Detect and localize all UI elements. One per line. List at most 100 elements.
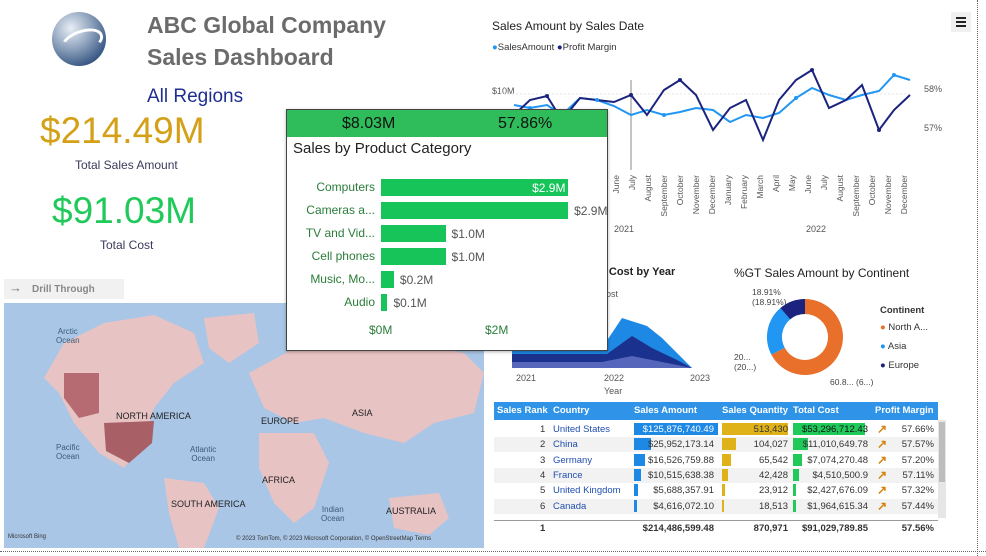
table-row[interactable]: ↗ 6 Canada $4,616,072.10 18,513 $1,964,615.34…	[494, 498, 938, 514]
donut-slice-north-america[interactable]	[771, 299, 843, 375]
map-attribution[interactable]: © 2023 TomTom, © 2023 Microsoft Corporat…	[236, 536, 432, 542]
table-row[interactable]: ↗ 2 China $25,952,173.14 104,027 $11,010,649.…	[494, 437, 938, 453]
cell-data-bar	[634, 468, 642, 481]
col-country[interactable]: Country	[553, 405, 590, 416]
cell-margin: 57.57%	[901, 439, 934, 451]
sales-table[interactable]: Sales Rank Country Sales Amount Sales Qu…	[494, 402, 938, 536]
col-total-cost[interactable]: Total Cost	[793, 405, 839, 416]
cell-data-bar	[793, 438, 808, 451]
cell-rank: 1	[540, 424, 546, 435]
donut-slice-europe[interactable]	[780, 298, 805, 320]
cell-data-bar	[634, 438, 652, 451]
trend-up-icon: ↗	[877, 498, 888, 513]
cell-amount: $125,876,740.49	[642, 424, 714, 435]
cell-amount: $5,688,357.91	[653, 485, 714, 497]
cell-amount: $25,952,173.14	[647, 439, 714, 451]
line-chart-plot[interactable]	[490, 60, 920, 240]
x-month-label: January	[723, 175, 733, 206]
company-title: ABC Global Company	[147, 12, 386, 38]
donut-slice-asia[interactable]	[766, 308, 791, 355]
pc-xtick-2: $2M	[485, 323, 509, 337]
region-filter-label[interactable]: All Regions	[147, 86, 244, 107]
y-axis-right-58: 58%	[924, 84, 943, 94]
cell-data-bar	[634, 484, 638, 497]
cell-margin: 57.11%	[902, 469, 934, 481]
trend-up-icon: ↗	[877, 437, 888, 452]
bing-logo: Microsoft Bing	[8, 534, 47, 540]
x-month-label: April	[771, 175, 781, 193]
area-chart-plot[interactable]	[512, 318, 712, 370]
donut-legend-europe[interactable]: ● Europe	[880, 360, 920, 371]
cell-rank: 3	[540, 454, 546, 466]
cell-country: France	[553, 469, 583, 481]
category-value-label: $1.0M	[451, 227, 485, 241]
cell-amount: $10,515,638.38	[647, 469, 714, 481]
category-bar[interactable]	[381, 248, 446, 265]
category-label: Cameras a...	[306, 203, 375, 217]
category-value-label: $1.0M	[451, 250, 485, 264]
area-chart-title: tal Cost by Year	[593, 266, 676, 278]
table-scrollbar[interactable]	[938, 420, 946, 518]
col-sales-quantity[interactable]: Sales Quantity	[722, 405, 788, 416]
line-chart-legend: ●SalesAmount ●Profit Margin	[492, 42, 617, 53]
drill-through-button[interactable]: → Drill Through	[4, 279, 124, 299]
donut-label-europe: 18.91% (18.91%)	[752, 287, 787, 307]
total-sales-amount: $214,486,599.48	[642, 523, 714, 534]
category-popup[interactable]: $8.03M 57.86% Sales by Product Category …	[286, 109, 608, 351]
cell-data-bar	[634, 423, 718, 435]
cell-margin: 57.44%	[901, 500, 934, 512]
total-sales-value: $214.49M	[40, 110, 205, 151]
category-bar[interactable]	[381, 225, 446, 242]
cell-country: Germany	[553, 454, 593, 466]
cell-rank: 2	[540, 439, 546, 451]
cell-data-bar	[722, 438, 736, 451]
donut-label-asia: 20... (20...)	[734, 352, 757, 372]
table-row[interactable]: ↗ 1 United States $125,876,740.49 513,430 $53…	[494, 422, 938, 437]
donut-legend-title: Continent	[880, 305, 925, 316]
page-border-bottom	[0, 551, 986, 552]
table-row[interactable]: ↗ 4 France $10,515,638.38 42,428 $4,510,500.9…	[494, 467, 938, 483]
col-sales-amount[interactable]: Sales Amount	[634, 405, 697, 416]
x-month-label: November	[883, 175, 893, 215]
total-cost-value: $91.03M	[52, 190, 196, 231]
profit-margin-line	[513, 68, 911, 143]
total-cost-label: Total Cost	[100, 238, 154, 252]
category-bar[interactable]	[381, 271, 394, 288]
line-chart-title: Sales Amount by Sales Date	[492, 19, 645, 33]
cell-data-bar	[634, 499, 638, 512]
donut-legend-north-america[interactable]: ● North A...	[880, 322, 928, 333]
trend-up-icon: ↗	[877, 467, 888, 482]
cell-qty: 513,430	[753, 424, 788, 435]
popup-amount: $8.03M	[342, 115, 396, 132]
category-bar[interactable]	[381, 202, 569, 219]
x-month-label: June	[803, 175, 813, 194]
category-label: Audio	[344, 295, 375, 309]
category-value-label: $0.1M	[393, 296, 427, 310]
cell-rank: 6	[540, 500, 546, 512]
continent-label-asia: ASIA	[352, 408, 373, 418]
col-sales-rank[interactable]: Sales Rank	[497, 405, 548, 416]
category-label: Cell phones	[311, 249, 375, 263]
category-bar[interactable]	[381, 294, 388, 311]
donut-legend-asia[interactable]: ● Asia	[880, 341, 907, 352]
cell-margin: 57.66%	[901, 424, 934, 435]
x-year-2021: 2021	[614, 224, 635, 234]
cell-qty: 42,428	[758, 469, 788, 481]
total-rank: 1	[540, 523, 546, 534]
col-profit-margin[interactable]: Profit Margin	[875, 405, 934, 416]
category-bar[interactable]	[381, 179, 569, 196]
continent-label-europe: EUROPE	[261, 416, 300, 426]
x-month-label: September	[851, 175, 861, 217]
donut-chart[interactable]	[750, 285, 860, 385]
menu-icon[interactable]	[951, 12, 971, 32]
cell-cost: $4,510,500.9	[812, 469, 868, 481]
table-row[interactable]: ↗ 5 United Kingdom $5,688,357.91 23,912 $2,42…	[494, 483, 938, 499]
cell-data-bar	[722, 499, 725, 512]
cell-margin: 57.20%	[901, 454, 934, 466]
legend-label-europe: Europe	[888, 360, 920, 371]
area-x-axis-label: Year	[604, 386, 623, 396]
table-row[interactable]: ↗ 3 Germany $16,526,759.88 65,542 $7,074,270.…	[494, 452, 938, 468]
cell-cost: $53,296,712.43	[801, 424, 868, 435]
area-x-2023: 2023	[690, 373, 711, 383]
cell-qty: 18,513	[758, 500, 788, 512]
